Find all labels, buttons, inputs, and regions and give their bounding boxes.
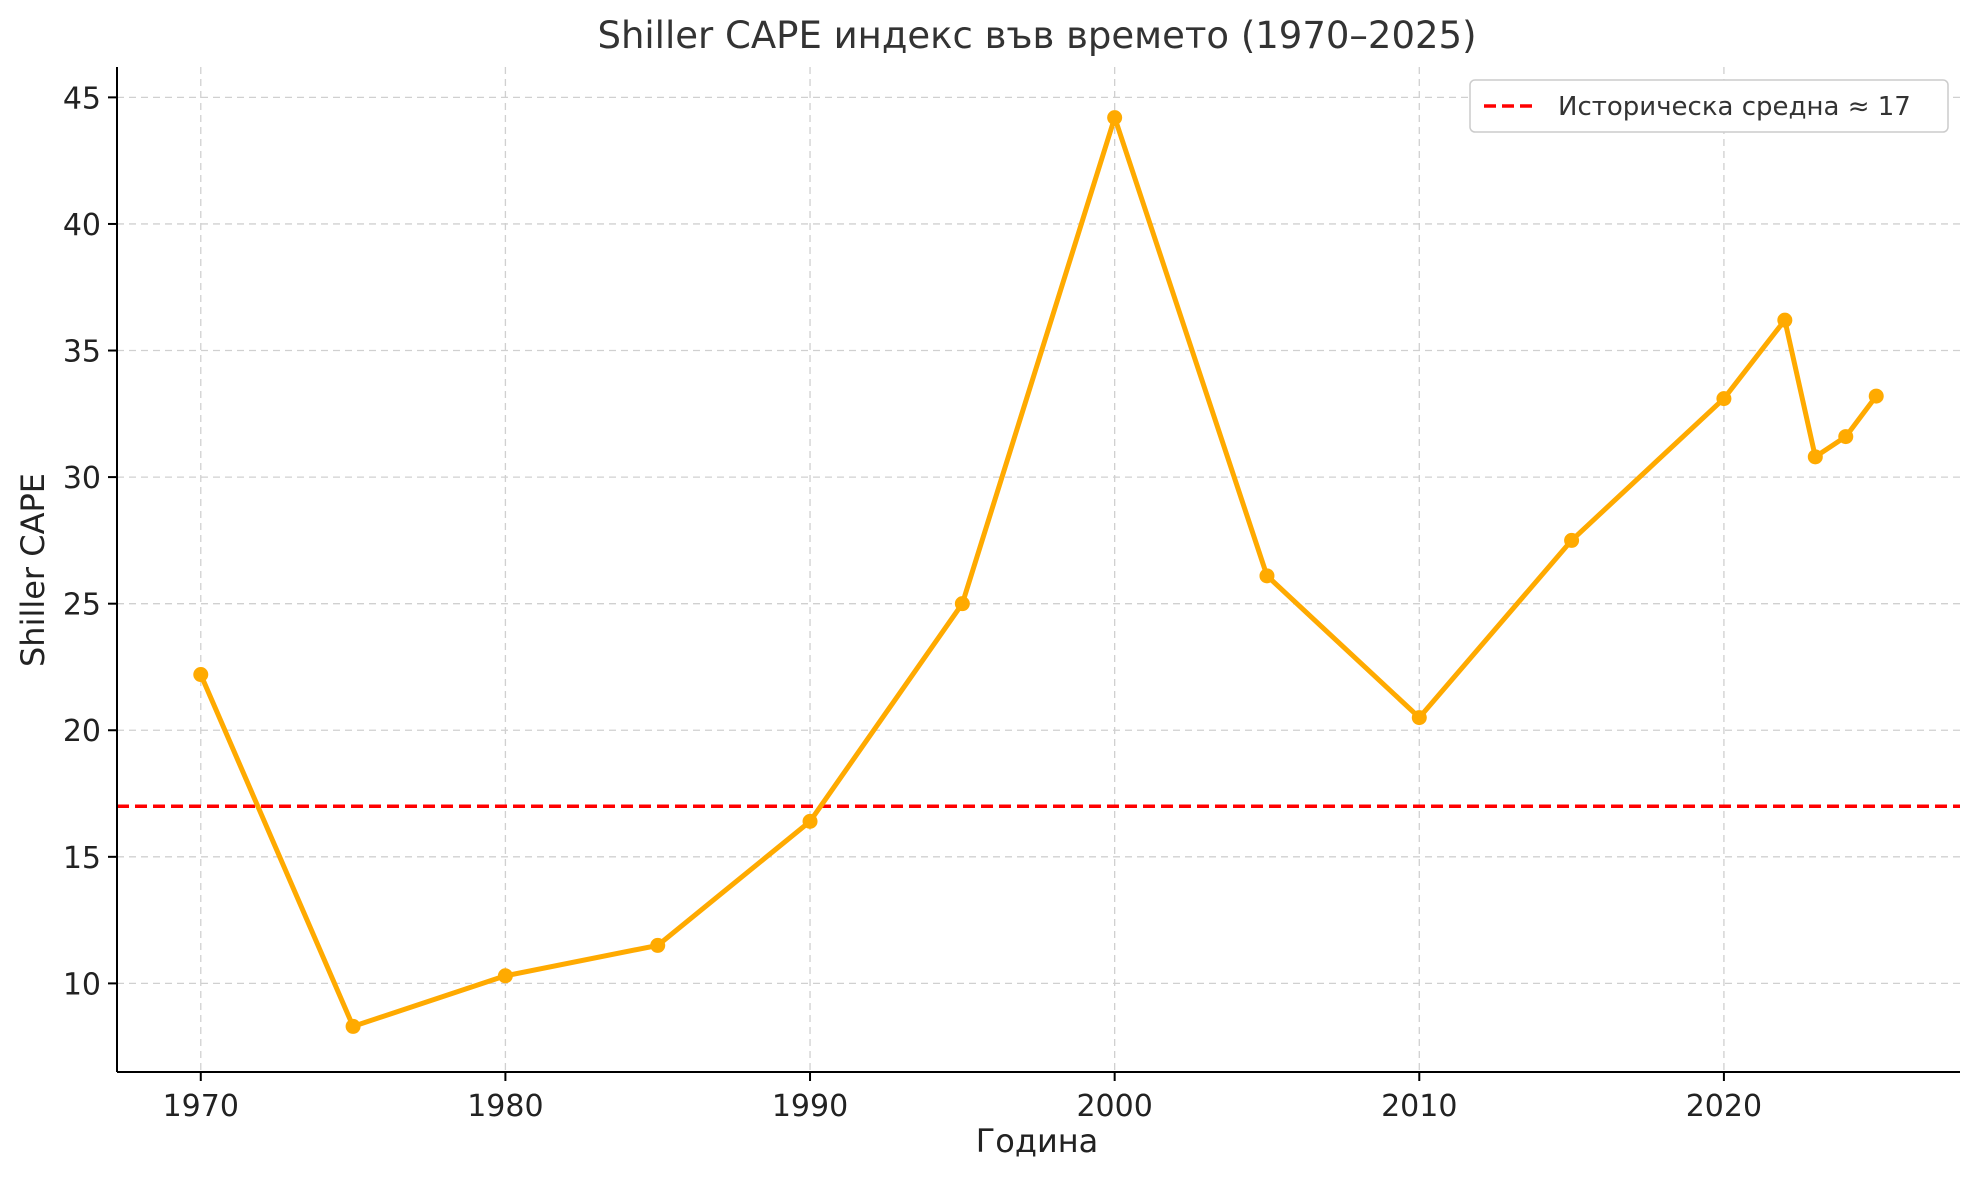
- data-point: [193, 667, 209, 683]
- data-point: [1107, 110, 1123, 126]
- y-tick-label: 25: [63, 588, 101, 623]
- series-layer: [193, 110, 1884, 1034]
- x-tick-label: 2020: [1686, 1089, 1762, 1124]
- chart-title: Shiller CAPE индекс във времето (1970–20…: [597, 14, 1476, 57]
- legend: Историческа средна ≈ 17: [1469, 79, 1949, 133]
- y-tick-label: 40: [63, 208, 101, 243]
- legend-label: Историческа средна ≈ 17: [1558, 92, 1911, 122]
- x-axis-label: Година: [976, 1122, 1099, 1160]
- x-tick-label: 1990: [772, 1089, 848, 1124]
- ticks: 1970 1980 1990 2000 2010 2020 10 15 20 25 30 35 40 45: [63, 81, 1762, 1124]
- y-tick-label: 20: [63, 714, 101, 749]
- data-point: [1716, 391, 1732, 407]
- y-tick-label: 35: [63, 335, 101, 370]
- data-point: [650, 937, 666, 953]
- data-point: [1259, 568, 1275, 584]
- y-tick-label: 10: [63, 967, 101, 1002]
- data-point: [497, 968, 513, 984]
- x-tick-label: 2000: [1076, 1089, 1152, 1124]
- data-point: [1777, 312, 1793, 328]
- data-point: [954, 596, 970, 612]
- data-point: [1564, 532, 1580, 548]
- axes: [116, 67, 1960, 1073]
- data-point: [1838, 429, 1854, 445]
- y-tick-label: 15: [63, 841, 101, 876]
- data-point: [802, 813, 818, 829]
- y-tick-label: 30: [63, 461, 101, 496]
- data-point: [345, 1018, 361, 1034]
- x-tick-label: 1970: [163, 1089, 239, 1124]
- y-tick-label: 45: [63, 81, 101, 116]
- x-tick-label: 1980: [467, 1089, 543, 1124]
- data-point: [1411, 710, 1427, 726]
- data-point: [1807, 449, 1823, 465]
- x-tick-label: 2010: [1381, 1089, 1457, 1124]
- data-point: [1868, 388, 1884, 404]
- y-axis-label: Shiller CAPE: [14, 473, 52, 667]
- legend-box: [1469, 79, 1949, 133]
